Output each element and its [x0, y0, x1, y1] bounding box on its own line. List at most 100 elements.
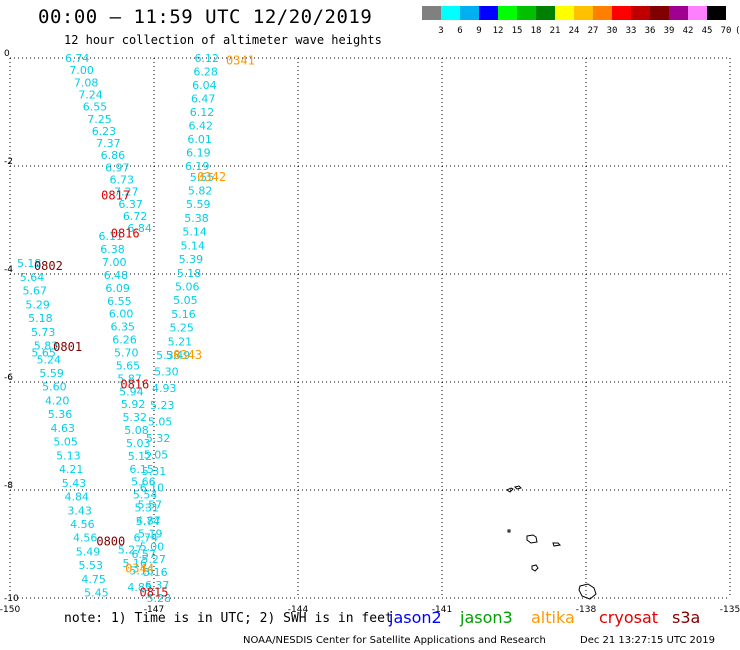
wave-height-value: 6.28	[193, 66, 218, 79]
wave-height-value: 5.65	[31, 346, 56, 359]
wave-height-value: 4.56	[73, 532, 98, 545]
color-scale-label: 21	[549, 26, 561, 36]
wave-height-value: 6.55	[107, 295, 132, 308]
island-outline	[578, 583, 597, 600]
island-outlines	[506, 485, 597, 600]
wave-height-value: 5.14	[182, 226, 207, 239]
wave-height-value: 6.09	[105, 282, 130, 295]
pass-time-label: 0801	[53, 340, 82, 354]
pass-time-label: 0816	[111, 227, 140, 241]
color-scale-label: 27	[587, 26, 599, 36]
color-scale-swatch	[669, 6, 688, 20]
color-scale-label: 30	[606, 26, 618, 36]
satellite-legend-altika: altika	[531, 608, 575, 627]
wave-height-value: 6.55	[83, 101, 108, 114]
color-scale-swatch	[612, 6, 631, 20]
x-tick-label: -138	[576, 605, 597, 615]
wave-height-value: 5.59	[39, 367, 64, 380]
island-outline	[514, 485, 522, 490]
wave-height-value: 5.27	[141, 553, 166, 566]
color-scale-label: 12	[492, 26, 504, 36]
wave-height-value: 4.85	[127, 581, 152, 594]
satellite-legend-s3a: s3a	[672, 608, 701, 627]
wave-height-value: 5.16	[129, 565, 154, 578]
wave-height-value: 5.12	[128, 450, 153, 463]
wave-height-value: 6.11	[99, 230, 124, 243]
wave-height-value: 6.01	[187, 133, 212, 146]
wave-height-value: 6.10	[140, 482, 165, 495]
wave-height-value: 5.38	[184, 212, 209, 225]
map-subtitle: 12 hour collection of altimeter wave hei…	[64, 33, 382, 47]
color-scale-label: 42	[682, 26, 694, 36]
wave-height-value: 4.93	[152, 382, 177, 395]
wave-height-value: 5.14	[181, 239, 206, 252]
wave-height-value: 5.18	[17, 257, 42, 270]
wave-height-value: 4.87	[136, 514, 161, 527]
wave-height-value: 6.38	[100, 243, 125, 256]
wave-height-value: 4.20	[45, 394, 70, 407]
satellite-legend-cryosat: cryosat	[599, 608, 659, 627]
color-scale-label: 24	[568, 26, 580, 36]
map-grid	[9, 57, 731, 599]
pass-time-label: 0817	[101, 189, 130, 203]
wave-height-value: 5.60	[42, 381, 67, 394]
wave-height-value: 6.57	[131, 548, 156, 561]
color-scale-swatch	[707, 6, 726, 20]
color-scale-swatch	[555, 6, 574, 20]
wave-height-value: 5.25	[169, 322, 194, 335]
wave-height-value: 5.70	[114, 346, 139, 359]
color-scale-swatch	[441, 6, 460, 20]
wave-height-value: 4.63	[51, 422, 76, 435]
wave-height-value: 7.25	[87, 113, 112, 126]
wave-height-value: 5.06	[175, 280, 200, 293]
wave-height-value: 5.13	[56, 449, 81, 462]
island-outline	[506, 487, 514, 493]
color-scale-swatch	[422, 6, 441, 20]
wave-height-value: 5.18	[28, 312, 53, 325]
y-tick-label: -8	[4, 481, 13, 491]
wave-height-value: 5.30	[154, 366, 179, 379]
wave-height-value: 6.19	[185, 160, 210, 173]
color-scale-swatch	[479, 6, 498, 20]
wave-height-value: 6.04	[192, 79, 217, 92]
wave-height-value: 5.24	[37, 353, 62, 366]
color-scale-swatch	[593, 6, 612, 20]
wave-height-value: 4.21	[59, 463, 84, 476]
wave-height-value: 5.16	[123, 557, 148, 570]
wave-height-value: 5.31	[135, 502, 160, 515]
wave-height-value: 6.72	[123, 210, 148, 223]
wave-height-value: 6.47	[191, 93, 216, 106]
wave-height-value: 5.82	[188, 185, 213, 198]
wave-height-value: 5.92	[121, 398, 146, 411]
pass-time-label: 0816	[120, 378, 149, 392]
wave-height-value: 5.83	[34, 340, 59, 353]
wave-height-value: 5.16	[143, 566, 168, 579]
y-tick-label: -4	[4, 265, 13, 275]
wave-height-value: 6.48	[104, 269, 129, 282]
island-outline	[526, 534, 538, 544]
wave-height-value: 5.18	[177, 267, 202, 280]
color-scale-label: 36	[644, 26, 656, 36]
color-scale-swatch	[631, 6, 650, 20]
axis-tick-labels: -150 -147 -144 -141 -138 -135 0 -2 -4 -6 -8 -10	[0, 49, 740, 615]
x-tick-label: -135	[720, 605, 740, 615]
wave-height-value: 6.73	[110, 174, 135, 187]
color-scale-swatch	[498, 6, 517, 20]
wave-height-value: 5.32	[123, 411, 148, 424]
wave-height-value: 5.08	[124, 424, 149, 437]
wave-height-value: 5.43	[62, 477, 87, 490]
x-tick-label: -141	[432, 605, 452, 615]
wave-height-value: 5.45	[84, 587, 109, 600]
wave-height-value: 7.37	[96, 137, 121, 150]
color-scale-label: 15	[511, 26, 523, 36]
color-scale-label: (ft)	[735, 26, 740, 36]
wave-height-value: 5.05	[148, 415, 173, 428]
color-scale-swatch	[536, 6, 555, 20]
wave-height-value: 6.74	[65, 52, 90, 65]
wave-height-value: 5.59	[186, 198, 211, 211]
color-scale-swatch	[460, 6, 479, 20]
wave-height-value: 5.49	[166, 349, 191, 362]
color-scale-label: 3	[438, 26, 444, 36]
wave-height-value: 5.94	[119, 385, 144, 398]
wave-height-value: 5.53	[79, 559, 104, 572]
